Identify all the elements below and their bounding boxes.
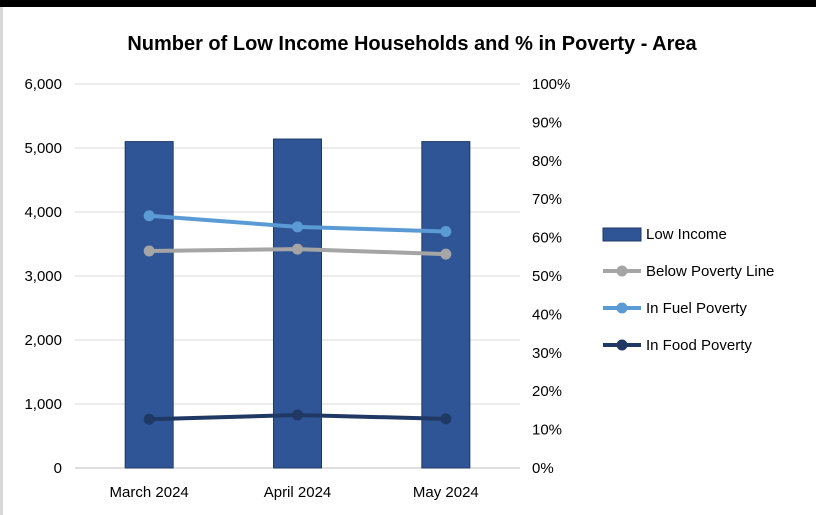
x-tick-label: April 2024 <box>264 484 332 501</box>
right-tick-label: 50% <box>532 268 562 285</box>
x-tick-label: March 2024 <box>110 484 189 501</box>
left-tick-label: 5,000 <box>24 140 62 157</box>
chart-title: Number of Low Income Households and % in… <box>127 33 697 55</box>
legend-label: In Food Poverty <box>646 337 752 354</box>
right-tick-label: 20% <box>532 383 562 400</box>
right-tick-label: 0% <box>532 460 554 477</box>
right-axis: 0% 10% 20% 30% 40% 50% 60% 70% 80% 90% 100% <box>532 76 570 477</box>
legend-label: Low Income <box>646 226 727 243</box>
x-axis: March 2024 April 2024 May 2024 <box>110 484 479 501</box>
right-tick-label: 70% <box>532 191 562 208</box>
left-tick-label: 0 <box>54 460 62 477</box>
legend: Low Income Below Poverty Line In Fuel Pove… <box>602 226 774 354</box>
legend-marker <box>616 339 628 351</box>
right-tick-label: 80% <box>532 153 562 170</box>
right-tick-label: 60% <box>532 230 562 247</box>
legend-label: In Fuel Poverty <box>646 300 747 317</box>
data-point <box>440 225 452 237</box>
data-point <box>143 413 155 425</box>
data-point <box>292 409 303 421</box>
right-tick-label: 100% <box>532 76 570 93</box>
right-tick-label: 10% <box>532 422 562 439</box>
left-tick-label: 3,000 <box>24 268 62 285</box>
right-tick-label: 40% <box>532 306 562 323</box>
line-series <box>143 210 452 425</box>
left-border <box>0 7 3 515</box>
right-tick-label: 30% <box>532 345 562 362</box>
data-point <box>440 248 452 260</box>
data-point <box>143 245 155 257</box>
data-point <box>440 413 452 425</box>
left-tick-label: 1,000 <box>24 396 62 413</box>
left-tick-label: 2,000 <box>24 332 62 349</box>
data-point <box>292 221 303 233</box>
right-tick-label: 90% <box>532 114 562 131</box>
left-axis: 0 1,000 2,000 3,000 4,000 5,000 6,000 <box>24 76 62 477</box>
legend-marker <box>616 302 628 314</box>
left-tick-label: 6,000 <box>24 76 62 93</box>
left-tick-label: 4,000 <box>24 204 62 221</box>
top-border <box>0 0 816 7</box>
data-point <box>143 210 155 222</box>
legend-label: Below Poverty Line <box>646 263 774 280</box>
bar <box>124 141 174 469</box>
legend-marker <box>616 265 628 277</box>
data-point <box>292 243 303 255</box>
legend-swatch <box>602 227 642 242</box>
x-tick-label: May 2024 <box>413 484 479 501</box>
